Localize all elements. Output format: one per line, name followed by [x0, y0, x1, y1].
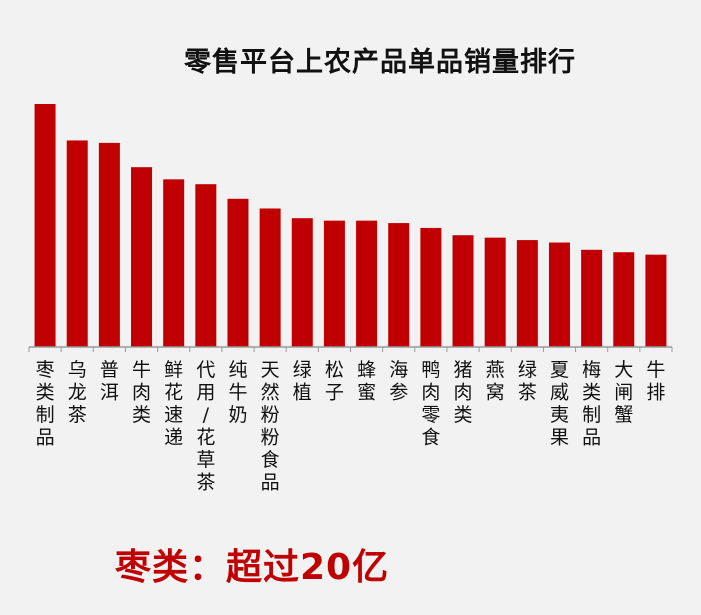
category-label: 梅类制品 — [582, 359, 601, 449]
bar — [484, 237, 506, 347]
category-label: 牛肉类 — [132, 359, 151, 426]
category-label: 绿植 — [293, 359, 312, 404]
bar — [388, 223, 410, 347]
category-label: 海参 — [389, 359, 408, 404]
category-label: 代用/花草茶 — [196, 359, 215, 494]
category-label: 燕窝 — [486, 359, 505, 404]
bar — [452, 235, 474, 347]
category-label: 普洱 — [100, 359, 119, 404]
category-labels: 枣类制品乌龙茶普洱牛肉类鲜花速递代用/花草茶纯牛奶天然粉粉食品绿植松子蜂蜜海参鸭… — [36, 359, 666, 494]
bar — [613, 252, 635, 347]
bar — [259, 208, 281, 347]
category-label: 蜂蜜 — [357, 359, 376, 404]
bar — [98, 142, 120, 347]
category-label: 松子 — [325, 359, 344, 404]
chart-title: 零售平台上农产品单品销量排行 — [184, 47, 576, 78]
bars-group — [34, 104, 667, 347]
category-label: 绿茶 — [518, 359, 537, 404]
category-label: 鲜花速递 — [164, 359, 183, 449]
x-axis — [28, 346, 673, 352]
bar — [420, 227, 442, 347]
category-label: 枣类制品 — [36, 359, 55, 449]
bar — [516, 240, 538, 347]
bar — [131, 167, 153, 347]
category-label: 牛排 — [646, 359, 665, 404]
bar — [323, 220, 345, 347]
bar — [581, 249, 603, 347]
bar — [291, 218, 313, 347]
category-label: 猪肉类 — [454, 359, 473, 426]
bar — [195, 184, 217, 347]
bar — [356, 220, 378, 347]
bar — [227, 198, 249, 347]
summary-text: 枣类：超过20亿 — [115, 547, 390, 588]
category-label: 鸭肉零食 — [421, 359, 440, 449]
bar — [548, 242, 570, 347]
category-label: 乌龙茶 — [68, 359, 87, 426]
category-label: 纯牛奶 — [228, 359, 247, 426]
bar — [34, 104, 56, 347]
category-label: 大闸蟹 — [614, 359, 633, 426]
bar — [645, 254, 667, 347]
category-label: 夏威夷果 — [550, 359, 569, 449]
bar — [66, 140, 88, 347]
bar — [163, 179, 185, 347]
category-label: 天然粉粉食品 — [261, 359, 280, 494]
